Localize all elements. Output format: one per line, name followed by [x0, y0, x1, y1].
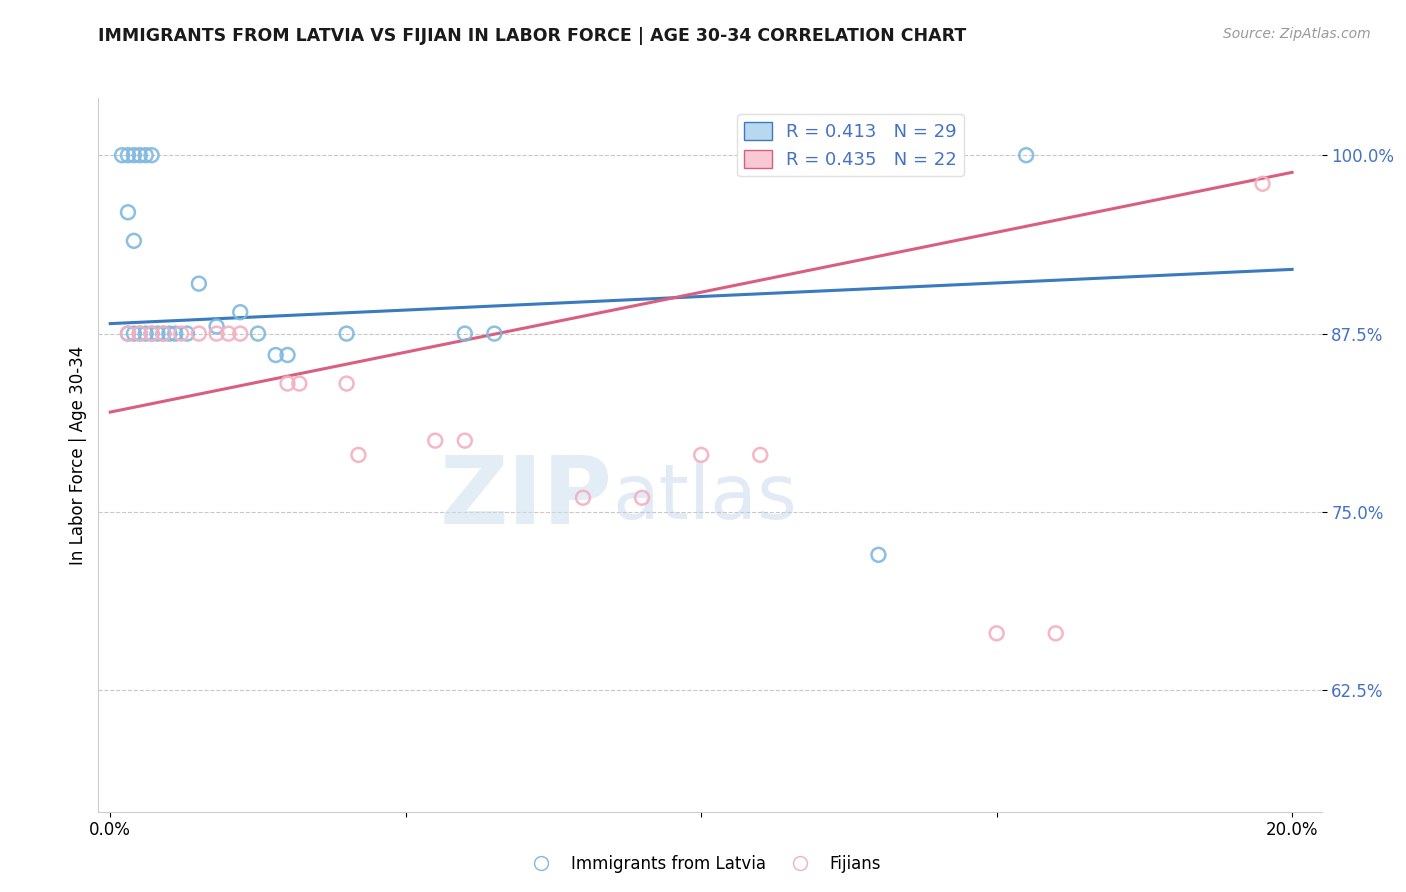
Point: [868, 548, 890, 562]
Legend: R = 0.413   N = 29, R = 0.435   N = 22: R = 0.413 N = 29, R = 0.435 N = 22: [737, 114, 965, 177]
Point: [135, 148, 157, 162]
Point: [117, 205, 139, 219]
Point: [122, 234, 145, 248]
Point: [276, 348, 298, 362]
Point: [1251, 177, 1274, 191]
Point: [1015, 148, 1038, 162]
Point: [128, 326, 150, 341]
Point: [128, 148, 150, 162]
Point: [152, 326, 174, 341]
Point: [141, 326, 163, 341]
Point: [117, 148, 139, 162]
Point: [176, 326, 198, 341]
Text: IMMIGRANTS FROM LATVIA VS FIJIAN IN LABOR FORCE | AGE 30-34 CORRELATION CHART: IMMIGRANTS FROM LATVIA VS FIJIAN IN LABO…: [98, 27, 967, 45]
Point: [217, 326, 239, 341]
Text: Source: ZipAtlas.com: Source: ZipAtlas.com: [1223, 27, 1371, 41]
Text: atlas: atlas: [612, 461, 797, 534]
Point: [170, 326, 193, 341]
Point: [122, 148, 145, 162]
Point: [141, 148, 163, 162]
Point: [246, 326, 269, 341]
Point: [141, 326, 163, 341]
Point: [336, 326, 359, 341]
Legend: Immigrants from Latvia, Fijians: Immigrants from Latvia, Fijians: [517, 848, 889, 880]
Point: [264, 348, 287, 362]
Point: [128, 326, 150, 341]
Point: [229, 305, 252, 319]
Point: [117, 326, 139, 341]
Point: [229, 326, 252, 341]
Point: [157, 326, 180, 341]
Point: [187, 326, 209, 341]
Point: [484, 326, 506, 341]
Point: [152, 326, 174, 341]
Point: [135, 326, 157, 341]
Point: [122, 326, 145, 341]
Point: [454, 326, 477, 341]
Point: [276, 376, 298, 391]
Point: [986, 626, 1008, 640]
Point: [187, 277, 209, 291]
Point: [117, 326, 139, 341]
Point: [205, 319, 228, 334]
Y-axis label: In Labor Force | Age 30-34: In Labor Force | Age 30-34: [69, 345, 87, 565]
Point: [572, 491, 595, 505]
Point: [749, 448, 772, 462]
Point: [454, 434, 477, 448]
Point: [690, 448, 713, 462]
Point: [205, 326, 228, 341]
Point: [347, 448, 370, 462]
Text: ZIP: ZIP: [439, 451, 612, 544]
Point: [336, 376, 359, 391]
Point: [146, 326, 169, 341]
Point: [425, 434, 447, 448]
Point: [111, 148, 134, 162]
Point: [165, 326, 187, 341]
Point: [288, 376, 311, 391]
Point: [631, 491, 654, 505]
Point: [1045, 626, 1067, 640]
